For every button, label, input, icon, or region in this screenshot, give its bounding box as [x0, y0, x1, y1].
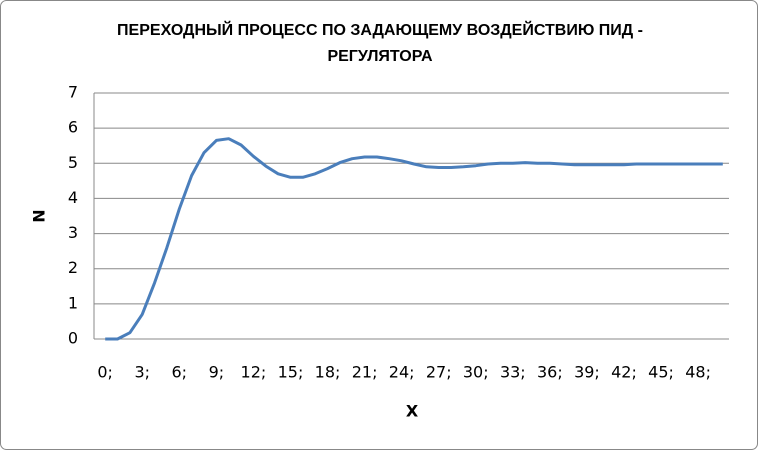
x-tick-label: 0;: [97, 363, 113, 382]
x-tick-label: 18;: [315, 363, 341, 382]
y-tick-label: 4: [68, 188, 78, 207]
x-tick-label: 33;: [500, 363, 526, 382]
x-tick-label: 15;: [278, 363, 304, 382]
y-tick-label: 1: [68, 293, 78, 312]
x-tick-label: 42;: [611, 363, 637, 382]
chart-title: ПЕРЕХОДНЫЙ ПРОЦЕСС ПО ЗАДАЮЩЕМУ ВОЗДЕЙСТ…: [117, 22, 643, 65]
x-tick-label: 39;: [574, 363, 600, 382]
x-tick-label: 6;: [172, 363, 188, 382]
y-tick-label: 3: [68, 223, 78, 242]
x-tick-label: 12;: [241, 363, 267, 382]
x-tick-label: 48;: [685, 363, 711, 382]
y-tick-label: 6: [68, 118, 78, 137]
y-axis-label: N: [30, 209, 49, 222]
x-tick-label: 45;: [648, 363, 674, 382]
x-tick-label: 36;: [537, 363, 563, 382]
x-axis-label: X: [406, 402, 419, 421]
y-tick-label: 5: [68, 153, 78, 172]
x-tick-label: 9;: [209, 363, 225, 382]
x-tick-label: 30;: [463, 363, 489, 382]
y-tick-label: 2: [68, 258, 78, 277]
y-tick-label: 0: [68, 329, 78, 348]
x-tick-label: 24;: [389, 363, 415, 382]
x-tick-label: 21;: [352, 363, 378, 382]
x-tick-label: 3;: [134, 363, 150, 382]
x-tick-label: 27;: [426, 363, 452, 382]
data-line: [105, 137, 723, 341]
y-tick-label: 7: [68, 83, 78, 102]
